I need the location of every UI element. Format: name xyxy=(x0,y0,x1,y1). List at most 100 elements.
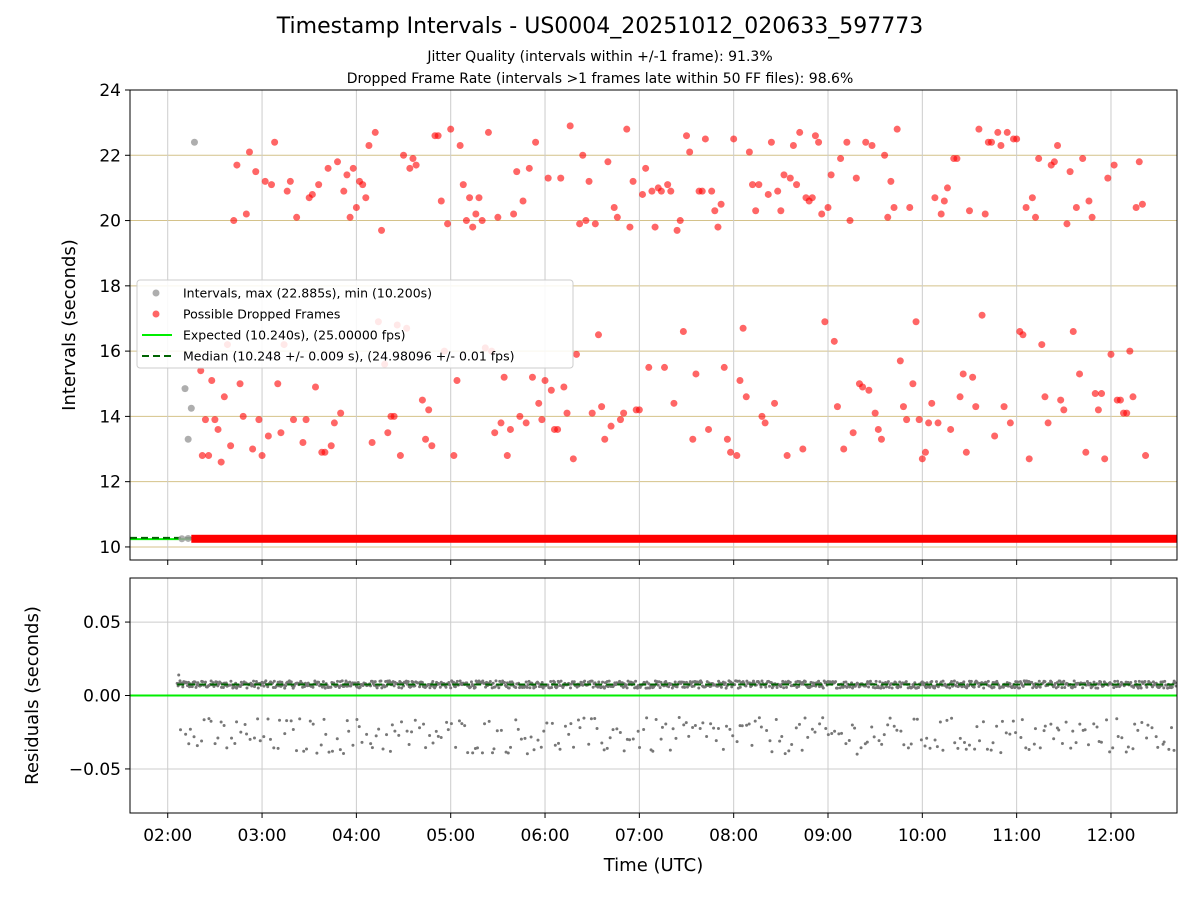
residual-outlier-point xyxy=(989,748,993,752)
residual-point xyxy=(488,680,492,684)
residual-point xyxy=(634,679,638,683)
residual-outlier-point xyxy=(1064,720,1068,724)
residual-outlier-point xyxy=(738,724,742,728)
dropped-frame-point xyxy=(962,448,970,456)
residual-outlier-point xyxy=(539,745,543,749)
residual-outlier-point xyxy=(645,716,649,720)
dropped-frame-point xyxy=(667,187,675,195)
residual-point xyxy=(745,679,749,683)
dropped-frame-point xyxy=(1082,448,1090,456)
residual-point xyxy=(317,680,321,684)
residual-point xyxy=(658,686,662,690)
residual-outlier-point xyxy=(256,717,260,721)
residual-point xyxy=(1145,685,1149,689)
residual-outlier-point xyxy=(370,746,374,750)
residual-outlier-point xyxy=(668,748,672,752)
dropped-frame-point xyxy=(324,164,332,172)
interval-point xyxy=(181,385,189,393)
residual-point xyxy=(834,680,838,684)
dropped-frame-point xyxy=(1032,213,1040,221)
residual-outlier-point xyxy=(1032,742,1036,746)
residual-point xyxy=(262,684,266,688)
dropped-frame-point xyxy=(840,445,848,453)
residual-outlier-point xyxy=(355,718,359,722)
residual-point xyxy=(904,680,908,684)
residual-outlier-point xyxy=(1108,750,1112,754)
residual-point xyxy=(283,686,287,690)
residual-point xyxy=(1058,679,1062,683)
residual-outlier-point xyxy=(731,734,735,738)
residual-outlier-point xyxy=(880,742,884,746)
dropped-frame-point xyxy=(921,448,929,456)
dropped-frame-point xyxy=(1025,455,1033,463)
dropped-frame-point xyxy=(585,177,593,185)
residual-point xyxy=(514,686,518,690)
residual-point xyxy=(683,685,687,689)
dropped-frame-point xyxy=(1060,406,1068,414)
dropped-frame-point xyxy=(689,435,697,443)
residual-point xyxy=(1112,686,1116,690)
residual-outlier-point xyxy=(471,751,475,755)
dropped-frame-point xyxy=(1013,135,1021,143)
residual-point xyxy=(493,685,497,689)
dropped-frame-point xyxy=(818,210,826,218)
residual-point xyxy=(886,680,890,684)
dropped-frame-point xyxy=(299,439,307,446)
dropped-frame-point xyxy=(220,393,228,401)
dropped-frame-point xyxy=(378,226,386,234)
residual-point xyxy=(1030,680,1034,684)
residual-point xyxy=(1038,685,1042,689)
residual-point xyxy=(782,686,786,690)
residual-point xyxy=(409,685,413,689)
residual-outlier-point xyxy=(810,727,814,731)
residual-point xyxy=(251,683,255,687)
residual-point xyxy=(700,681,704,685)
residual-outlier-point xyxy=(1000,719,1004,723)
residual-outlier-point xyxy=(882,733,886,737)
residual-outlier-point xyxy=(187,742,191,746)
dropped-frame-point xyxy=(233,161,241,169)
residual-outlier-point xyxy=(999,751,1003,755)
residual-outlier-point xyxy=(360,740,364,744)
residual-outlier-point xyxy=(576,718,580,722)
residual-outlier-point xyxy=(449,722,453,726)
residual-outlier-point xyxy=(962,741,966,745)
dropped-frame-point xyxy=(264,432,272,440)
x-tick-label: 02:00 xyxy=(143,826,192,846)
dropped-frame-point xyxy=(815,138,823,146)
residual-point xyxy=(190,685,194,689)
residual-point xyxy=(995,679,999,683)
residual-outlier-point xyxy=(840,731,844,735)
dropped-frame-point xyxy=(227,442,235,450)
residual-outlier-point xyxy=(888,716,892,720)
residual-outlier-point xyxy=(1167,747,1171,751)
residual-point xyxy=(647,682,651,686)
dropped-frame-point xyxy=(343,171,351,179)
residual-point xyxy=(252,679,256,683)
dropped-frame-point xyxy=(871,409,879,417)
residual-point xyxy=(1173,681,1177,685)
residual-point xyxy=(1092,680,1096,684)
dropped-frame-point xyxy=(997,141,1005,149)
residual-outlier-point xyxy=(572,745,576,749)
residual-point xyxy=(534,685,538,689)
residual-outlier-point xyxy=(305,747,309,751)
residual-point xyxy=(1174,684,1177,688)
residual-outlier-point xyxy=(222,724,226,728)
residual-outlier-point xyxy=(830,732,834,736)
dropped-frame-point xyxy=(896,357,904,365)
residual-outlier-point xyxy=(216,736,220,740)
residual-point xyxy=(719,685,723,689)
residual-outlier-point xyxy=(602,748,606,752)
dropped-frame-point xyxy=(626,223,634,231)
dropped-frame-point xyxy=(830,337,838,345)
residual-outlier-point xyxy=(239,730,243,734)
dropped-frame-point xyxy=(252,168,260,176)
residual-outlier-point xyxy=(460,722,464,726)
dropped-frame-point xyxy=(620,409,628,417)
dropped-frame-point xyxy=(255,416,263,424)
residual-point xyxy=(673,680,677,684)
dropped-frame-point xyxy=(720,363,728,371)
dropped-frame-point xyxy=(434,132,442,140)
legend-label: Possible Dropped Frames xyxy=(183,307,340,322)
